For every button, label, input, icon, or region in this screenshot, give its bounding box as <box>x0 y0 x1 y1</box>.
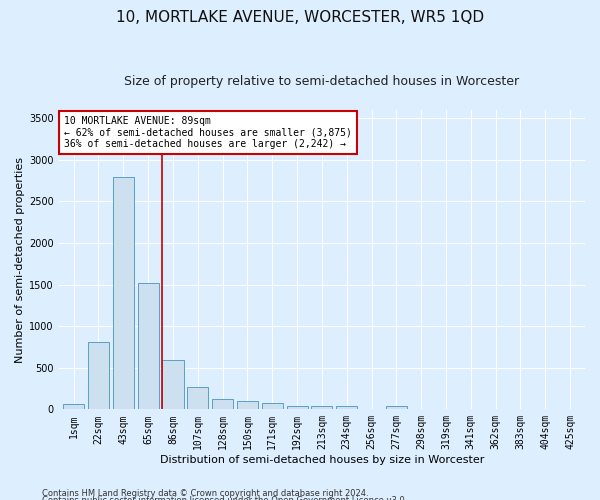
Bar <box>113 176 134 410</box>
Bar <box>311 406 332 410</box>
Bar <box>63 404 84 409</box>
Text: 10 MORTLAKE AVENUE: 89sqm
← 62% of semi-detached houses are smaller (3,875)
36% : 10 MORTLAKE AVENUE: 89sqm ← 62% of semi-… <box>64 116 352 149</box>
X-axis label: Distribution of semi-detached houses by size in Worcester: Distribution of semi-detached houses by … <box>160 455 484 465</box>
Bar <box>187 388 208 409</box>
Bar <box>212 399 233 409</box>
Bar <box>237 400 258 409</box>
Bar <box>88 342 109 409</box>
Text: Contains public sector information licensed under the Open Government Licence v3: Contains public sector information licen… <box>42 496 407 500</box>
Bar <box>137 283 158 410</box>
Bar <box>386 406 407 409</box>
Bar <box>336 406 357 410</box>
Text: 10, MORTLAKE AVENUE, WORCESTER, WR5 1QD: 10, MORTLAKE AVENUE, WORCESTER, WR5 1QD <box>116 10 484 25</box>
Y-axis label: Number of semi-detached properties: Number of semi-detached properties <box>15 156 25 362</box>
Bar <box>262 402 283 409</box>
Bar <box>163 360 184 410</box>
Title: Size of property relative to semi-detached houses in Worcester: Size of property relative to semi-detach… <box>124 75 520 88</box>
Text: Contains HM Land Registry data © Crown copyright and database right 2024.: Contains HM Land Registry data © Crown c… <box>42 488 368 498</box>
Bar <box>287 406 308 409</box>
